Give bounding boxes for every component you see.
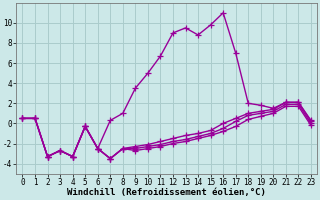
X-axis label: Windchill (Refroidissement éolien,°C): Windchill (Refroidissement éolien,°C) (67, 188, 266, 197)
